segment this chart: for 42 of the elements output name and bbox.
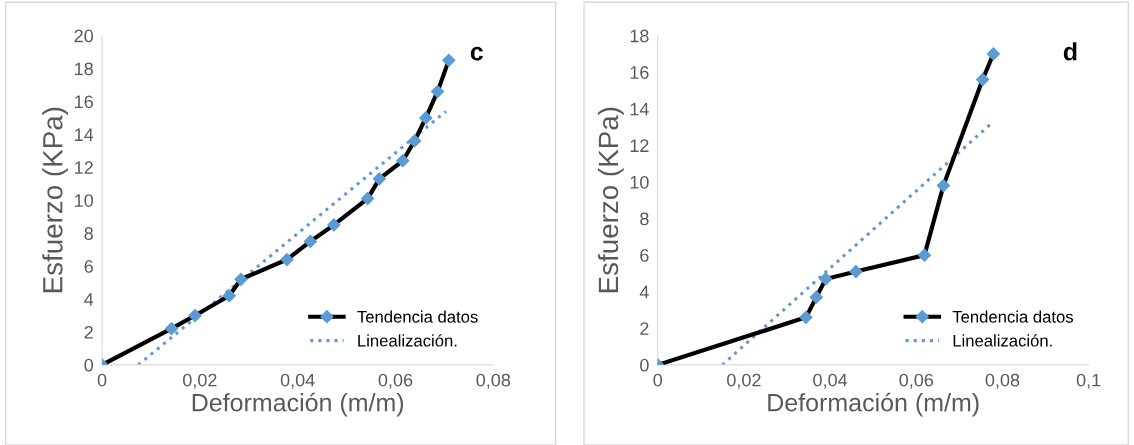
x-axis-title: Deformación (m/m): [768, 392, 979, 417]
y-tick-label: 4: [84, 293, 94, 306]
y-tick-label: 14: [630, 102, 649, 116]
x-tick-label: 0,02: [183, 373, 217, 389]
y-axis-title: Esfuerzo (KPa): [42, 107, 69, 293]
y-tick-label: 10: [630, 175, 649, 189]
x-tick-label: 0,08: [985, 373, 1020, 389]
x-tick-label: 0,02: [727, 373, 761, 389]
x-tick-label: 0,04: [813, 373, 848, 389]
x-tick-label: 0,06: [899, 373, 934, 389]
y-tick-label: 10: [75, 194, 94, 207]
x-tick-label: 0: [653, 373, 663, 387]
legend-label: Linealización.: [358, 334, 457, 347]
y-tick-label: 18: [75, 62, 93, 76]
y-tick-label: 20: [74, 29, 94, 43]
y-tick-label: 14: [75, 128, 94, 141]
legend-label: Tendencia datos: [357, 310, 478, 323]
y-tick-label: 12: [630, 139, 649, 152]
y-tick-label: 12: [75, 161, 93, 174]
y-tick-label: 8: [84, 227, 93, 240]
legend-label: Linealización.: [953, 334, 1052, 347]
y-tick-label: 16: [75, 95, 93, 109]
y-axis-title: Esfuerzo (KPa): [597, 107, 624, 293]
y-tick-label: 8: [640, 212, 649, 226]
x-axis-title: Deformación (m/m): [192, 392, 404, 417]
y-tick-label: 2: [640, 322, 649, 335]
x-tick-label: 0,08: [476, 373, 511, 389]
y-tick-label: 0: [84, 358, 94, 372]
x-tick-label: 0,1: [1076, 373, 1101, 389]
y-tick-label: 0: [640, 358, 649, 372]
x-tick-label: 0: [97, 373, 107, 387]
x-tick-label: 0,06: [378, 373, 413, 389]
y-tick-label: 2: [84, 325, 93, 339]
y-tick-label: 4: [639, 285, 649, 299]
y-tick-label: 6: [84, 260, 93, 273]
y-tick-label: 18: [630, 29, 649, 43]
y-tick-label: 6: [640, 249, 649, 262]
y-tick-label: 16: [630, 66, 649, 79]
annotation: d: [1063, 42, 1077, 61]
x-tick-label: 0,04: [280, 373, 315, 389]
legend-label: Tendencia datos: [952, 310, 1074, 323]
annotation: c: [470, 46, 483, 61]
